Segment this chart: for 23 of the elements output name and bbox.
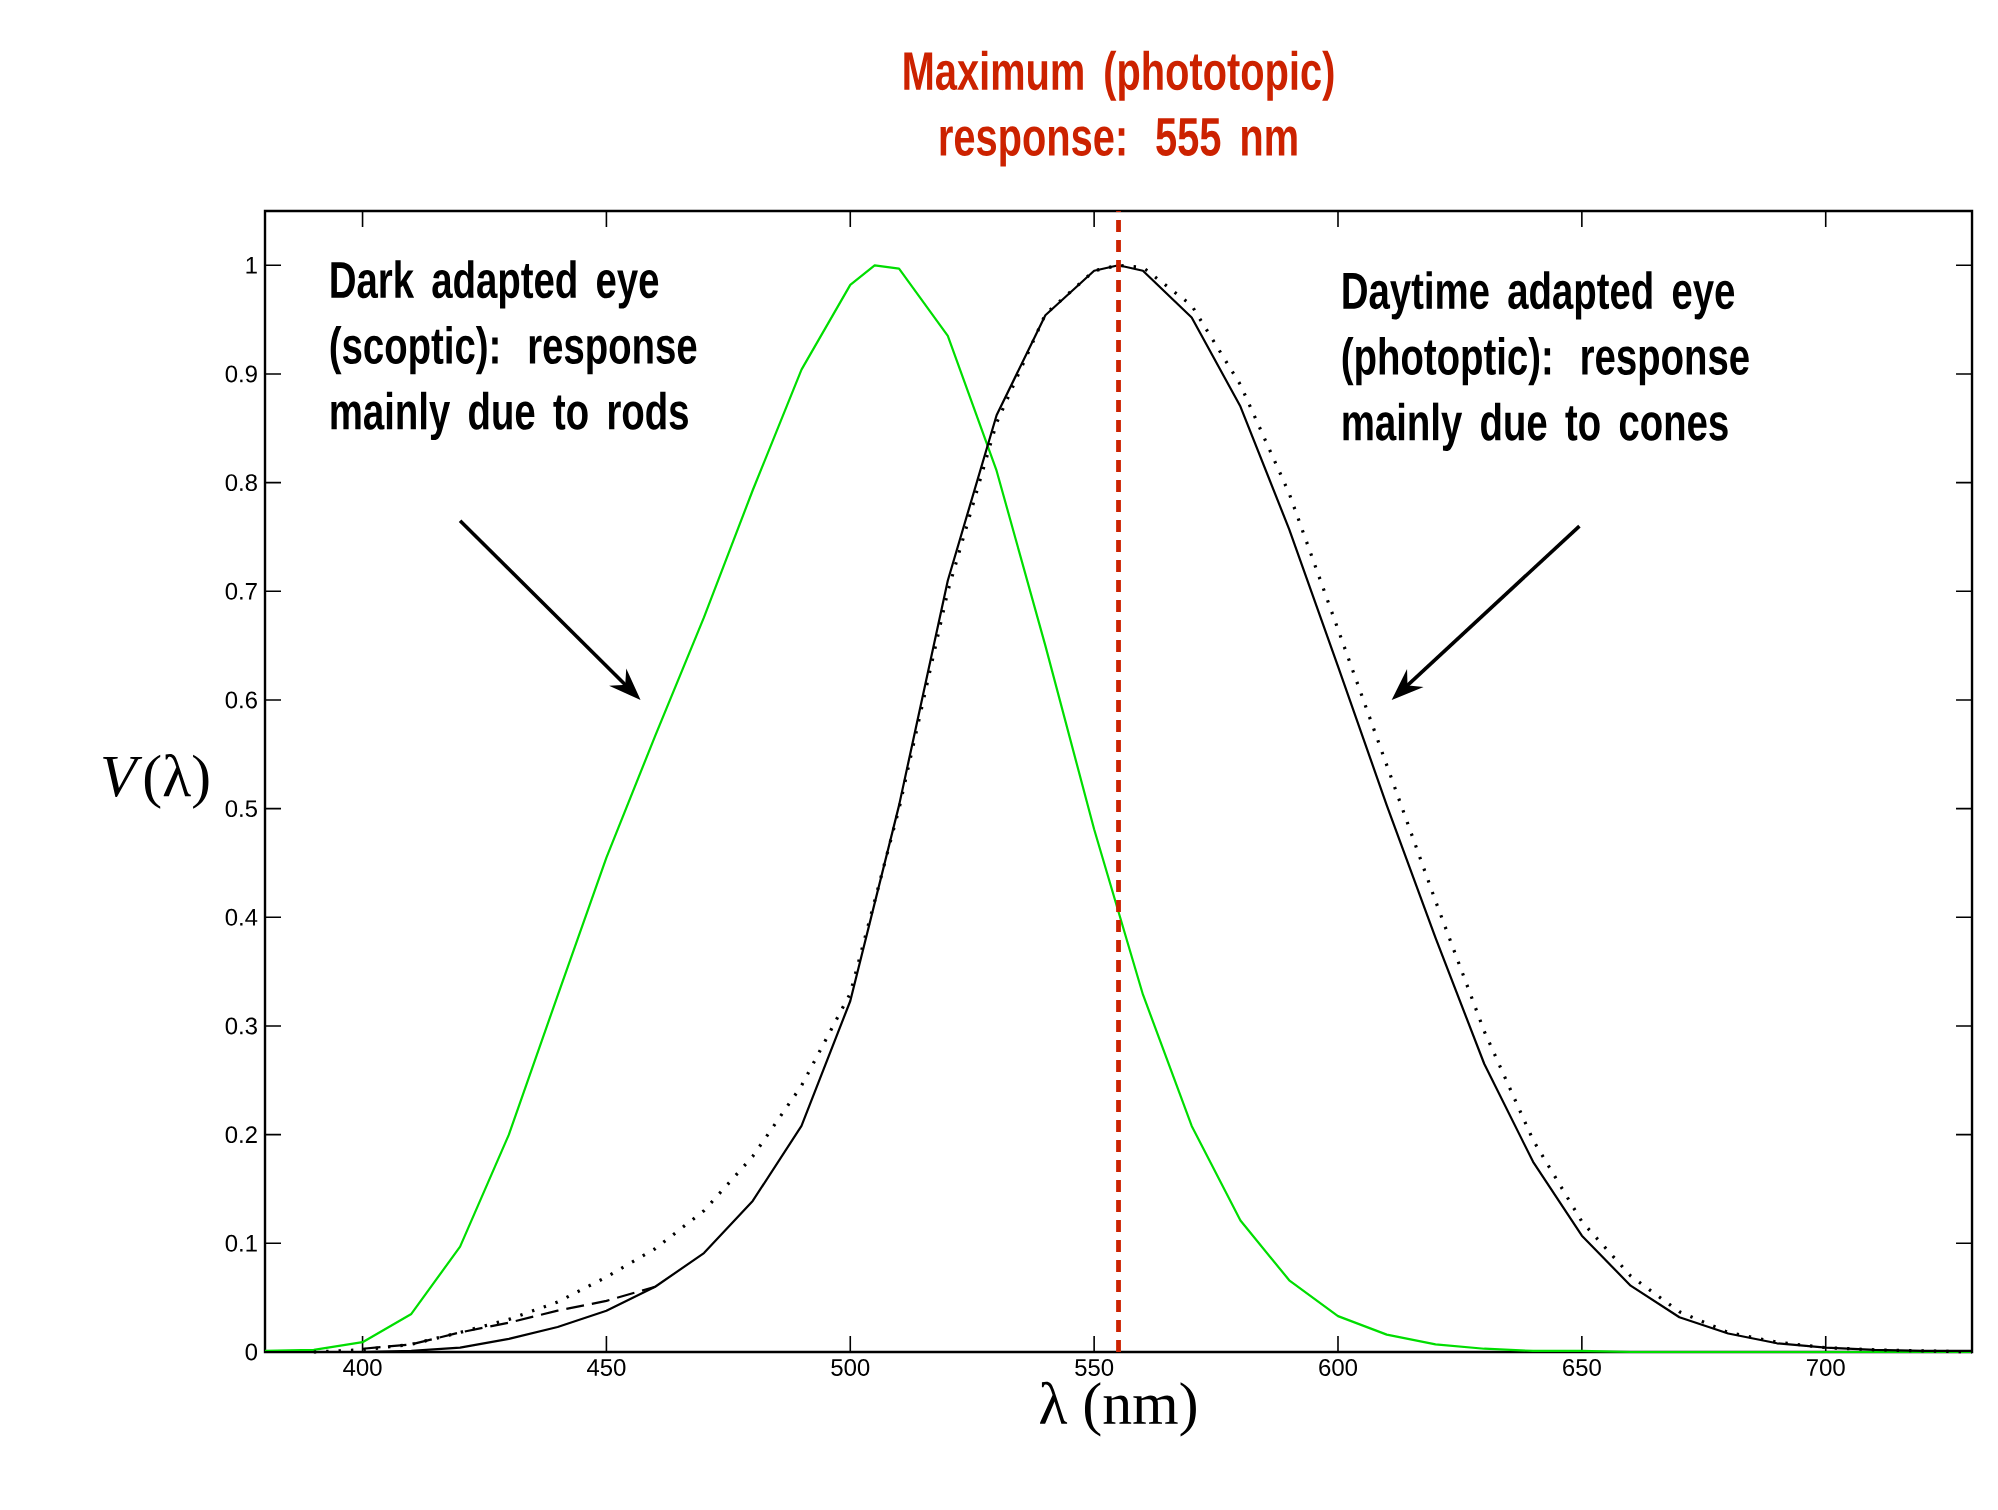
x-tick-label: 600: [1319, 1359, 1358, 1376]
y-tick-label: 0: [245, 1343, 258, 1361]
y-tick-label: 0.9: [225, 365, 257, 383]
y-tick-label: 0.6: [225, 691, 257, 709]
y-tick-label: 0.8: [225, 474, 257, 492]
annotation: Daytime adapted eye (photoptic): response mainly due to cones: [1342, 271, 1749, 451]
annotation: Dark adapted eye (scoptic): response mainly due to rods: [330, 260, 697, 441]
x-tick-label: 550: [1075, 1359, 1114, 1376]
x-tick-label: 450: [587, 1359, 626, 1376]
y-tick-label: 0.7: [225, 582, 257, 600]
x-axis-title: λ (nm): [1040, 1381, 1196, 1437]
y-tick-label: 0.2: [225, 1126, 257, 1144]
y-tick-label: 1: [246, 257, 257, 274]
y-tick-label: 0.5: [225, 800, 257, 818]
y-tick-label: 0.1: [225, 1234, 257, 1252]
y-tick-label: 0.4: [225, 908, 258, 926]
x-tick-label: 650: [1563, 1359, 1601, 1376]
y-axis-title: V(λ): [103, 754, 209, 809]
x-tick-label: 400: [343, 1359, 382, 1376]
x-tick-label: 500: [831, 1359, 870, 1376]
x-tick-label: 700: [1806, 1359, 1845, 1376]
ref-line-label: Maximum (phototopic) response: 555 nm: [904, 50, 1334, 167]
y-tick-label: 0.3: [225, 1017, 257, 1035]
